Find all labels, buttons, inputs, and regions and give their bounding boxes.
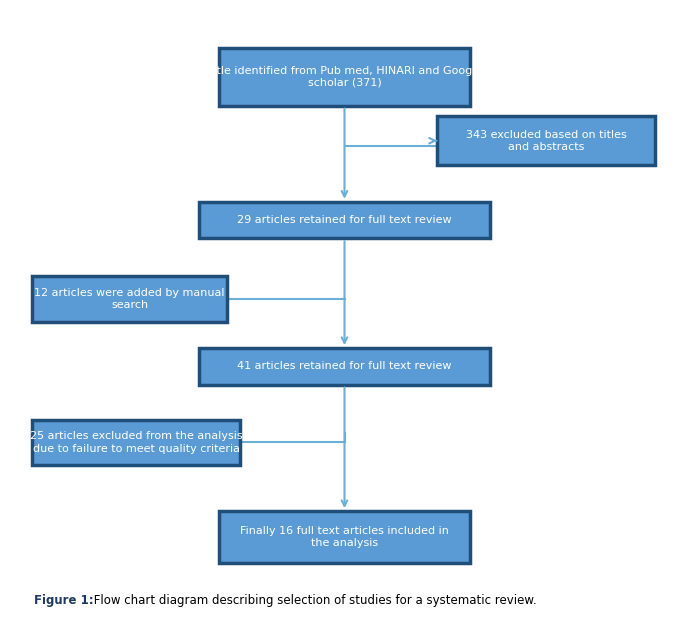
FancyBboxPatch shape xyxy=(32,276,227,322)
FancyBboxPatch shape xyxy=(32,420,240,465)
FancyBboxPatch shape xyxy=(199,202,490,238)
FancyBboxPatch shape xyxy=(219,48,470,105)
Text: Flow chart diagram describing selection of studies for a systematic review.: Flow chart diagram describing selection … xyxy=(90,594,537,607)
Text: Title identified from Pub med, HINARI and Google
scholar (371): Title identified from Pub med, HINARI an… xyxy=(207,65,482,88)
Text: 41 articles retained for full text review: 41 articles retained for full text revie… xyxy=(237,361,452,371)
Text: 29 articles retained for full text review: 29 articles retained for full text revie… xyxy=(237,215,452,225)
Text: Figure 1:: Figure 1: xyxy=(34,594,93,607)
Text: 25 articles excluded from the analysis
due to failure to meet quality criteria: 25 articles excluded from the analysis d… xyxy=(30,431,243,453)
Text: 343 excluded based on titles
and abstracts: 343 excluded based on titles and abstrac… xyxy=(466,130,626,152)
Text: Finally 16 full text articles included in
the analysis: Finally 16 full text articles included i… xyxy=(240,526,449,548)
FancyBboxPatch shape xyxy=(199,348,490,385)
FancyBboxPatch shape xyxy=(219,511,470,563)
Text: 12 articles were added by manual
search: 12 articles were added by manual search xyxy=(34,288,225,311)
FancyBboxPatch shape xyxy=(437,116,655,165)
